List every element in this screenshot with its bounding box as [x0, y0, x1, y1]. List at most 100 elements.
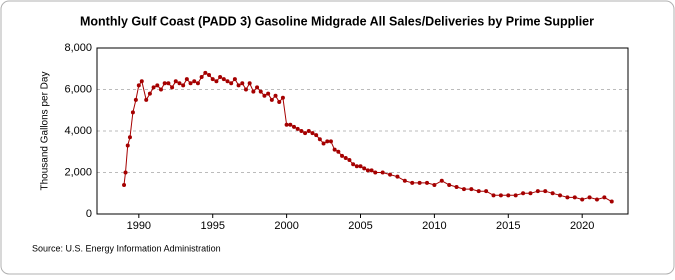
data-point — [332, 147, 337, 152]
data-point — [354, 164, 359, 169]
data-point — [195, 81, 200, 86]
data-point — [351, 162, 356, 167]
data-point — [425, 180, 430, 185]
data-point — [299, 129, 304, 133]
data-point — [609, 199, 614, 204]
data-point — [295, 126, 300, 131]
data-point — [123, 170, 128, 175]
data-point — [125, 143, 130, 148]
y-tick-label: 8,000 — [64, 42, 92, 54]
data-point — [292, 124, 297, 129]
data-point — [269, 97, 274, 102]
data-point — [207, 72, 212, 77]
y-axis-label: Thousand Gallons per Day — [40, 72, 51, 191]
x-tick-label: 2020 — [570, 220, 594, 232]
data-point — [218, 75, 223, 80]
data-point — [162, 81, 167, 86]
data-point — [528, 191, 533, 196]
data-point — [266, 91, 271, 96]
data-point — [310, 131, 315, 136]
y-tick-label: 2,000 — [64, 166, 92, 178]
data-point — [343, 155, 348, 160]
x-tick-label: 1990 — [127, 220, 151, 232]
data-point — [447, 182, 452, 187]
data-point — [236, 83, 241, 88]
x-tick-label: 2005 — [348, 220, 372, 232]
data-point — [177, 81, 182, 86]
data-point — [306, 129, 311, 133]
data-point — [506, 193, 511, 198]
x-tick-label: 2015 — [496, 220, 520, 232]
data-point — [136, 83, 141, 88]
data-point — [358, 164, 363, 169]
data-point — [229, 81, 234, 86]
data-point — [262, 93, 267, 98]
plot-area — [96, 47, 629, 215]
data-point — [373, 170, 378, 175]
data-point — [325, 139, 330, 144]
data-point — [225, 79, 230, 84]
data-point — [203, 70, 208, 75]
data-point — [151, 85, 156, 90]
data-point — [243, 87, 248, 92]
x-tick-label: 2000 — [274, 220, 298, 232]
data-point — [347, 158, 352, 163]
data-point — [454, 185, 459, 190]
data-point — [321, 141, 326, 146]
data-point — [181, 83, 186, 88]
data-point — [221, 77, 226, 82]
data-point — [314, 133, 319, 138]
data-point — [210, 77, 215, 82]
data-point — [158, 87, 163, 92]
data-point — [280, 95, 285, 100]
data-point — [139, 79, 144, 84]
data-point — [498, 193, 503, 198]
data-point — [580, 197, 585, 202]
data-point — [247, 81, 252, 86]
data-point — [340, 153, 345, 158]
data-point — [317, 137, 322, 142]
data-point — [214, 79, 219, 84]
data-point — [432, 182, 437, 187]
data-point — [155, 83, 160, 88]
data-point — [188, 81, 193, 86]
data-point — [277, 99, 282, 104]
data-point — [273, 93, 278, 98]
data-point — [535, 189, 540, 194]
data-point — [572, 195, 577, 200]
data-point — [521, 191, 526, 196]
y-tick-label: 4,000 — [64, 125, 92, 137]
data-point — [417, 180, 422, 185]
data-point — [251, 89, 256, 94]
x-tick-label: 2010 — [422, 220, 446, 232]
data-point — [184, 77, 189, 82]
data-point — [369, 168, 374, 173]
data-point — [133, 97, 138, 102]
data-point — [258, 89, 263, 94]
data-point — [147, 91, 152, 96]
data-point — [144, 97, 149, 102]
data-point — [469, 187, 474, 192]
data-point — [192, 79, 197, 84]
data-point — [461, 187, 466, 192]
data-point — [565, 195, 570, 200]
data-point — [288, 122, 293, 127]
data-point — [550, 191, 555, 196]
data-point — [336, 149, 341, 154]
data-point — [602, 195, 607, 200]
data-point — [255, 85, 260, 90]
data-point — [476, 189, 481, 194]
data-point — [491, 193, 496, 198]
data-point — [232, 77, 237, 82]
data-point — [380, 170, 385, 175]
data-point — [558, 193, 563, 198]
source: Source: U.S. Energy Information Administ… — [32, 243, 221, 253]
chart-title: Monthly Gulf Coast (PADD 3) Gasoline Mid… — [80, 14, 594, 28]
data-point — [365, 168, 370, 173]
data-point — [594, 197, 599, 202]
data-point — [130, 110, 135, 115]
data-point — [240, 81, 245, 86]
data-point — [395, 174, 400, 179]
